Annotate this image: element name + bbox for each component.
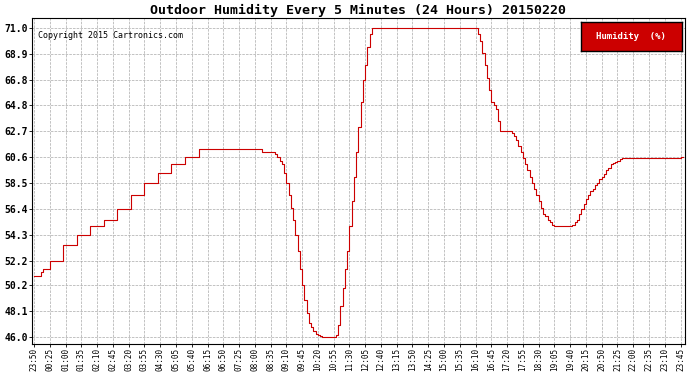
Title: Outdoor Humidity Every 5 Minutes (24 Hours) 20150220: Outdoor Humidity Every 5 Minutes (24 Hou… xyxy=(150,4,566,17)
Text: Copyright 2015 Cartronics.com: Copyright 2015 Cartronics.com xyxy=(39,32,184,40)
